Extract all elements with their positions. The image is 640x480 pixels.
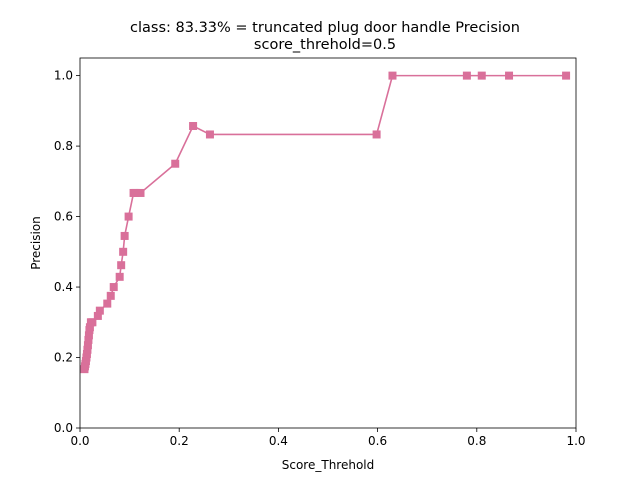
x-axis-ticks: 0.0 0.2 0.4 0.6 0.8 1.0 — [70, 428, 586, 448]
data-point-marker — [171, 159, 180, 168]
x-tick-label: 0.2 — [170, 434, 189, 448]
data-point-marker — [82, 350, 91, 358]
x-axis-label: Score_Threhold — [282, 458, 375, 472]
x-tick-label: 0.6 — [368, 434, 387, 448]
series-layer — [80, 71, 571, 374]
data-point-marker — [477, 71, 486, 80]
y-axis-ticks: 0.0 0.2 0.4 0.6 0.8 1.0 — [54, 69, 80, 435]
data-point-marker — [205, 130, 214, 139]
y-tick-label: 0.0 — [54, 421, 73, 435]
y-tick-label: 1.0 — [54, 69, 73, 83]
data-point-marker — [119, 247, 128, 256]
data-point-marker — [505, 71, 514, 80]
y-tick-label: 0.4 — [54, 280, 73, 294]
data-point-marker — [136, 188, 145, 197]
data-point-marker — [109, 283, 118, 292]
data-point-marker — [83, 345, 92, 354]
data-point-marker — [117, 261, 126, 270]
x-tick-label: 0.8 — [467, 434, 486, 448]
chart-subtitle: score_threhold=0.5 — [254, 37, 396, 53]
data-point-marker — [93, 311, 102, 320]
data-point-marker — [372, 130, 381, 139]
data-point-marker — [83, 341, 92, 350]
data-point-marker — [562, 71, 571, 80]
data-point-marker — [88, 318, 97, 327]
y-axis-label: Precision — [29, 216, 43, 270]
data-point-marker — [388, 71, 397, 80]
plot-frame — [79, 57, 577, 429]
data-point-marker — [84, 335, 93, 344]
data-point-marker — [189, 122, 198, 131]
data-point-marker — [84, 331, 93, 340]
x-tick-label: 0.0 — [70, 434, 89, 448]
x-tick-label: 1.0 — [566, 434, 585, 448]
y-tick-label: 0.2 — [54, 351, 73, 365]
chart-title: class: 83.33% = truncated plug door hand… — [130, 20, 520, 36]
y-tick-label: 0.6 — [54, 210, 73, 224]
x-tick-label: 0.4 — [269, 434, 288, 448]
data-point-marker — [462, 71, 471, 80]
data-point-marker — [103, 299, 112, 308]
data-point-marker — [131, 188, 140, 197]
data-point-marker — [120, 231, 129, 240]
plot-area — [80, 58, 576, 428]
data-point-marker — [115, 272, 124, 281]
data-point-marker — [124, 212, 133, 221]
data-point-marker — [95, 306, 104, 315]
data-point-marker — [106, 291, 115, 300]
data-point-marker — [85, 323, 94, 332]
y-tick-label: 0.8 — [54, 139, 73, 153]
